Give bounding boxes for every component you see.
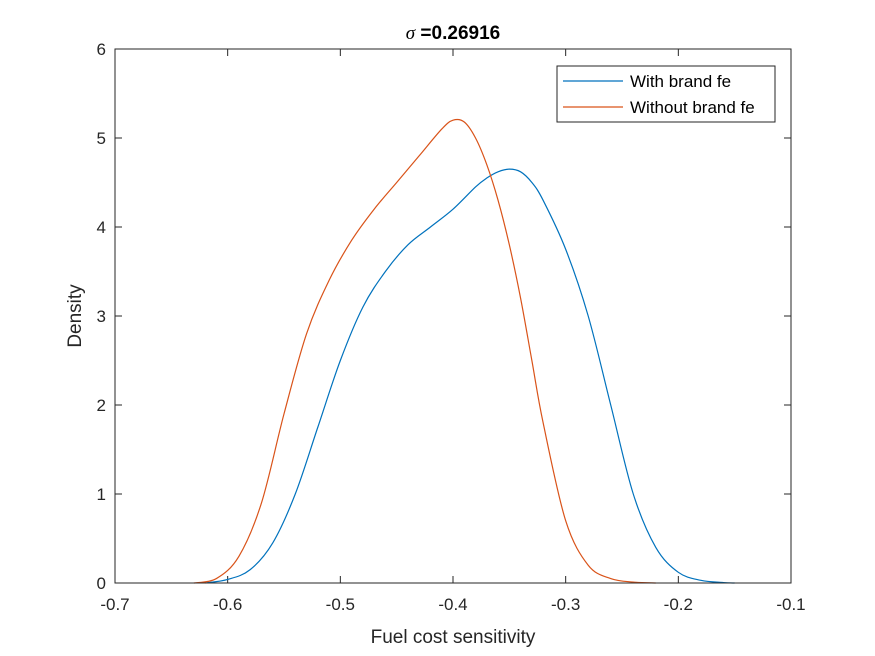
lines-layer [193, 118, 735, 584]
y-tick-label: 6 [97, 40, 106, 59]
legend-label-without-brand-fe: Without brand fe [630, 98, 755, 117]
y-axis-label: Density [65, 284, 86, 348]
series-line-with-brand-fe [205, 168, 735, 584]
x-tick-label: -0.3 [551, 595, 580, 614]
x-tick-label: -0.4 [438, 595, 467, 614]
title-symbol: σ [406, 23, 416, 44]
y-tick-label: 4 [97, 218, 106, 237]
x-axis-label: Fuel cost sensitivity [371, 627, 536, 648]
plot-background [115, 49, 791, 583]
x-tick-label: -0.2 [664, 595, 693, 614]
y-tick-label: 2 [97, 396, 106, 415]
legend: With brand fe Without brand fe [556, 65, 776, 123]
series-line-without-brand-fe [193, 118, 656, 584]
x-tick-label: -0.6 [213, 595, 242, 614]
x-tick-label: -0.7 [100, 595, 129, 614]
x-tick-label: -0.1 [776, 595, 805, 614]
legend-box [556, 65, 776, 123]
y-tick-label: 3 [97, 307, 106, 326]
title-value: =0.26916 [415, 23, 500, 44]
y-tick-label: 5 [97, 129, 106, 148]
x-tick-label: -0.5 [326, 595, 355, 614]
plot-box [114, 48, 792, 584]
legend-label-with-brand-fe: With brand fe [630, 72, 731, 91]
y-tick-label: 0 [97, 574, 106, 593]
chart-title: σ =0.26916 [406, 23, 500, 44]
y-tick-label: 1 [97, 485, 106, 504]
